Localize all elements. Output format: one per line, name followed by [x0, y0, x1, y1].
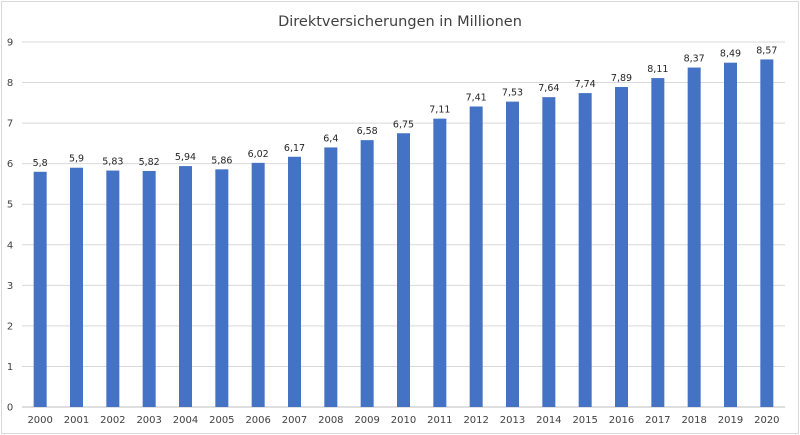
data-label: 6,75 [393, 119, 414, 130]
bar [651, 78, 665, 407]
data-label: 8,37 [684, 54, 705, 65]
x-tick-label: 2007 [282, 415, 307, 426]
y-tick-label: 9 [7, 38, 13, 49]
x-tick-label: 2011 [427, 415, 452, 426]
x-tick-label: 2012 [463, 415, 488, 426]
bar [578, 93, 592, 407]
x-tick-label: 2009 [354, 415, 379, 426]
bar [397, 133, 410, 407]
bar [70, 167, 83, 407]
data-label: 5,9 [69, 154, 84, 165]
x-tick-label: 2016 [609, 415, 634, 426]
x-tick-label: 2015 [572, 415, 597, 426]
bar [179, 166, 192, 407]
data-label: 7,74 [575, 79, 596, 90]
data-label: 5,83 [102, 157, 123, 168]
bar [33, 171, 47, 407]
x-tick-label: 2019 [718, 415, 743, 426]
x-tick-label: 2010 [391, 415, 416, 426]
bar [724, 62, 737, 407]
bar [687, 67, 701, 408]
y-tick-label: 1 [7, 362, 13, 373]
data-label: 7,53 [502, 88, 523, 99]
x-tick-label: 2003 [136, 415, 161, 426]
x-tick-label: 2017 [645, 415, 670, 426]
x-tick-label: 2020 [754, 415, 779, 426]
data-label: 8,49 [720, 49, 741, 60]
y-tick-label: 6 [7, 159, 13, 170]
bar [615, 87, 628, 408]
data-label: 5,94 [175, 152, 196, 163]
data-label: 6,17 [284, 143, 305, 154]
bar [106, 170, 120, 407]
y-tick-label: 3 [7, 281, 13, 292]
bar [288, 156, 301, 407]
data-label: 7,41 [466, 92, 487, 103]
x-tick-label: 2008 [318, 415, 343, 426]
x-tick-label: 2000 [27, 415, 52, 426]
x-tick-label: 2002 [100, 415, 125, 426]
x-tick-label: 2005 [209, 415, 234, 426]
bar [760, 59, 774, 407]
y-tick-label: 2 [7, 321, 13, 332]
y-tick-label: 0 [7, 403, 13, 414]
bar [142, 170, 156, 407]
data-label: 6,02 [248, 149, 269, 160]
bar [542, 97, 556, 408]
x-tick-label: 2014 [536, 415, 561, 426]
data-label: 7,64 [538, 83, 559, 94]
chart-title: Direktversicherungen in Millionen [278, 14, 522, 30]
bar [469, 106, 483, 407]
x-tick-label: 2018 [681, 415, 706, 426]
x-tick-label: 2006 [245, 415, 270, 426]
data-label: 5,8 [33, 158, 48, 169]
bar [506, 101, 519, 407]
y-tick-label: 8 [7, 78, 13, 89]
bar [433, 118, 447, 408]
y-tick-label: 5 [7, 200, 13, 211]
y-tick-label: 7 [7, 119, 13, 130]
bar [215, 169, 229, 407]
data-label: 5,82 [139, 157, 160, 168]
x-tick-label: 2004 [173, 415, 198, 426]
data-label: 6,58 [357, 126, 378, 137]
y-tick-label: 4 [7, 240, 13, 251]
data-label: 5,86 [211, 155, 232, 166]
bar [251, 162, 265, 407]
data-label: 8,11 [647, 64, 668, 75]
data-label: 7,89 [611, 73, 632, 84]
data-label: 7,11 [429, 105, 450, 116]
x-tick-label: 2001 [64, 415, 89, 426]
bar [324, 147, 338, 407]
x-tick-label: 2013 [500, 415, 525, 426]
data-label: 8,57 [756, 45, 777, 56]
bar [360, 140, 374, 407]
data-label: 6,4 [323, 133, 338, 144]
